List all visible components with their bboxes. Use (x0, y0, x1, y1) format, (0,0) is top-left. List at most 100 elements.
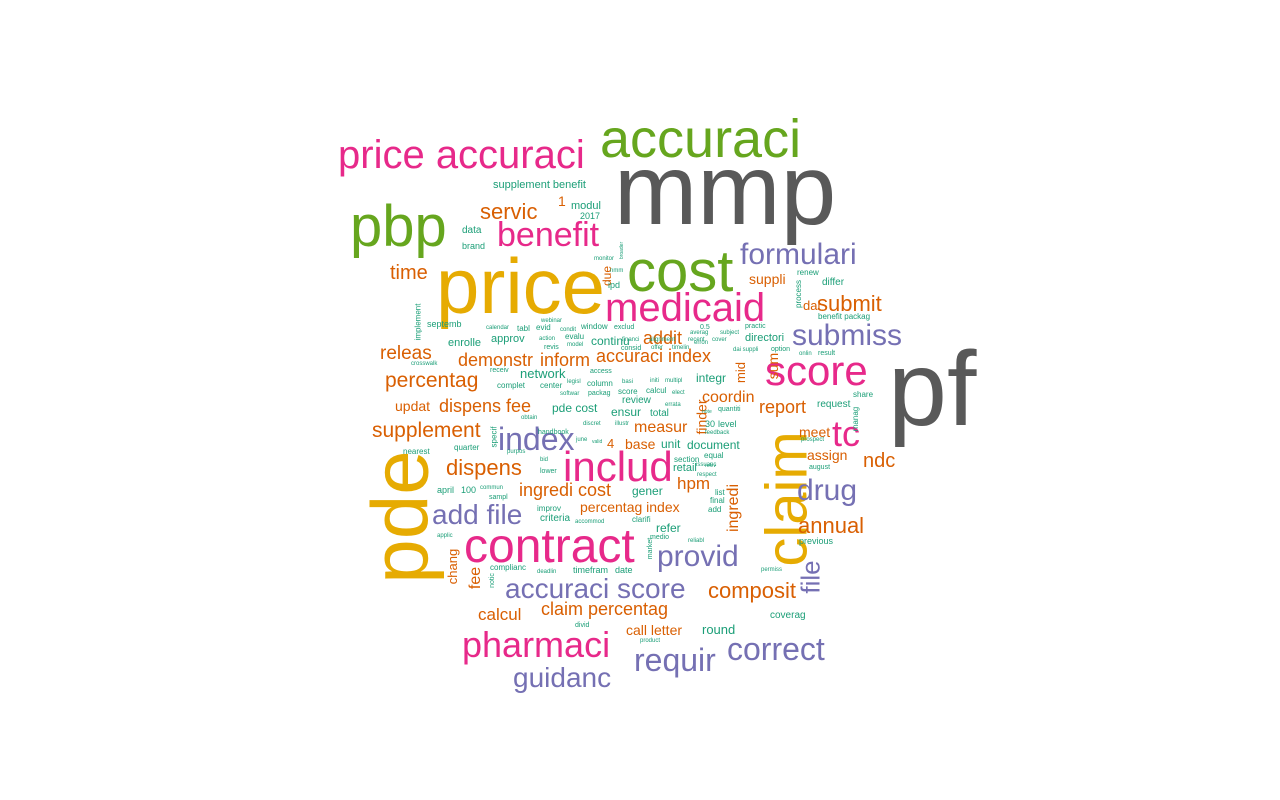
word-nearest: nearest (403, 447, 430, 456)
word-model: model (567, 342, 584, 348)
word-lower: lower (540, 468, 557, 475)
word-august: august (809, 464, 831, 471)
word-date: date (615, 565, 633, 575)
word-assign: assign (807, 447, 848, 463)
word-annual: annual (798, 513, 865, 538)
word-chang: chang (445, 548, 461, 585)
word-valid: valid (592, 439, 603, 445)
word-initi: initi (650, 378, 660, 384)
word-coordin: coordin (702, 389, 755, 406)
word-reliabl: reliabl (688, 538, 705, 544)
word-accuraci-index: accuraci index (596, 346, 712, 366)
word-guidanc: guidanc (513, 662, 612, 693)
word-composit: composit (708, 578, 797, 603)
word-updat: updat (395, 398, 431, 414)
word-section: section (674, 455, 700, 464)
word-improv: improv (537, 504, 562, 513)
word-timefram: timefram (573, 565, 609, 575)
word-0-5: 0.5 (700, 324, 710, 331)
word-legisl: legisl (567, 379, 581, 385)
word-accuraci-score: accuraci score (505, 573, 686, 604)
word-base: base (625, 436, 656, 452)
word-alignment: alignment (649, 337, 676, 343)
word-access: access (590, 368, 612, 375)
word-errata: errata (665, 402, 681, 408)
word-benefit-packag: benefit packag (818, 312, 871, 321)
word-elect: elect (672, 390, 685, 396)
word-recent: recent (688, 337, 705, 343)
word-unit: unit (661, 437, 681, 451)
word-index: index (498, 421, 575, 457)
word-implement: implement (413, 303, 423, 341)
word-contract: contract (464, 520, 635, 573)
word-bid: bid (540, 457, 549, 463)
word-tabl: tabl (517, 324, 530, 333)
word-note: note (702, 409, 712, 415)
word-previous: previous (799, 536, 834, 546)
word-requir: requir (634, 642, 716, 678)
word-subject: subject (720, 330, 740, 336)
word-revis: revis (544, 344, 559, 351)
word-commun: commun (480, 485, 504, 491)
word-addit: addit (643, 328, 683, 348)
word-pde-cost: pde cost (552, 401, 598, 415)
word-list: list (715, 488, 725, 497)
word-percentag: percentag (385, 369, 479, 392)
word-dai-suppli: dai suppli (733, 347, 759, 353)
word-result: result (818, 350, 836, 357)
word-coverag: coverag (770, 610, 806, 621)
word-mmp: mmp (614, 134, 837, 246)
word-tc: tc (832, 413, 861, 454)
word-dispens-fee: dispens fee (439, 396, 532, 416)
word-feedback: feedback (705, 430, 730, 436)
word-complianc: complianc (490, 563, 527, 572)
word-financi: financi (622, 337, 640, 343)
word-condit: condit (560, 327, 577, 333)
word-modul: modul (571, 200, 601, 212)
word-exclud: exclud (614, 324, 635, 331)
word-accommod: accommod (575, 519, 605, 525)
word-ipd: ipd (608, 280, 621, 290)
word-gener: gener (632, 484, 663, 498)
word-measur: measur (634, 419, 688, 436)
word-releas: releas (380, 343, 432, 364)
word-percentag-index: percentag index (580, 499, 680, 515)
word-price: price (436, 242, 606, 330)
word-ingredi-cost: ingredi cost (519, 480, 612, 500)
word-4: 4 (607, 436, 615, 451)
word-criteria: criteria (540, 513, 571, 524)
word-pf: pf (888, 330, 977, 448)
word-report: report (759, 397, 807, 417)
word-claim-percentag: claim percentag (541, 599, 669, 619)
word-enrolle: enrolle (448, 337, 482, 349)
word-add: add (708, 505, 722, 514)
word-formulari: formulari (740, 238, 857, 271)
word-quantiti: quantiti (718, 406, 741, 413)
word-june: june (576, 437, 588, 443)
word-fee: fee (467, 566, 485, 590)
word-product: product (640, 638, 661, 644)
word-pbp: pbp (350, 194, 447, 259)
word-meet: meet (799, 424, 831, 440)
word-directori: directori (745, 332, 785, 344)
word-purpos: purpos (507, 449, 526, 455)
word-issuanc: issuanc (696, 462, 717, 468)
word-applic: applic (437, 533, 453, 539)
word-ensur: ensur (611, 405, 642, 419)
word-2017: 2017 (580, 211, 601, 221)
word-broader: broader (619, 241, 626, 260)
word-demonstr: demonstr (458, 350, 534, 370)
word-benefit: benefit (497, 216, 600, 254)
word-handbook: handbook (538, 429, 569, 436)
word-cover: cover (712, 337, 727, 343)
word-retail: retail (673, 462, 697, 474)
word-center: center (540, 381, 563, 390)
word-calcul-small: calcul (646, 386, 667, 395)
word-evalu: evalu (565, 332, 585, 341)
word-respect: respect (697, 472, 717, 478)
word-market: market (647, 537, 655, 560)
word-dai: dai (803, 298, 821, 313)
word-brand: brand (462, 241, 486, 251)
word-relev: relev (705, 463, 716, 469)
word-medio: medio (650, 534, 670, 541)
